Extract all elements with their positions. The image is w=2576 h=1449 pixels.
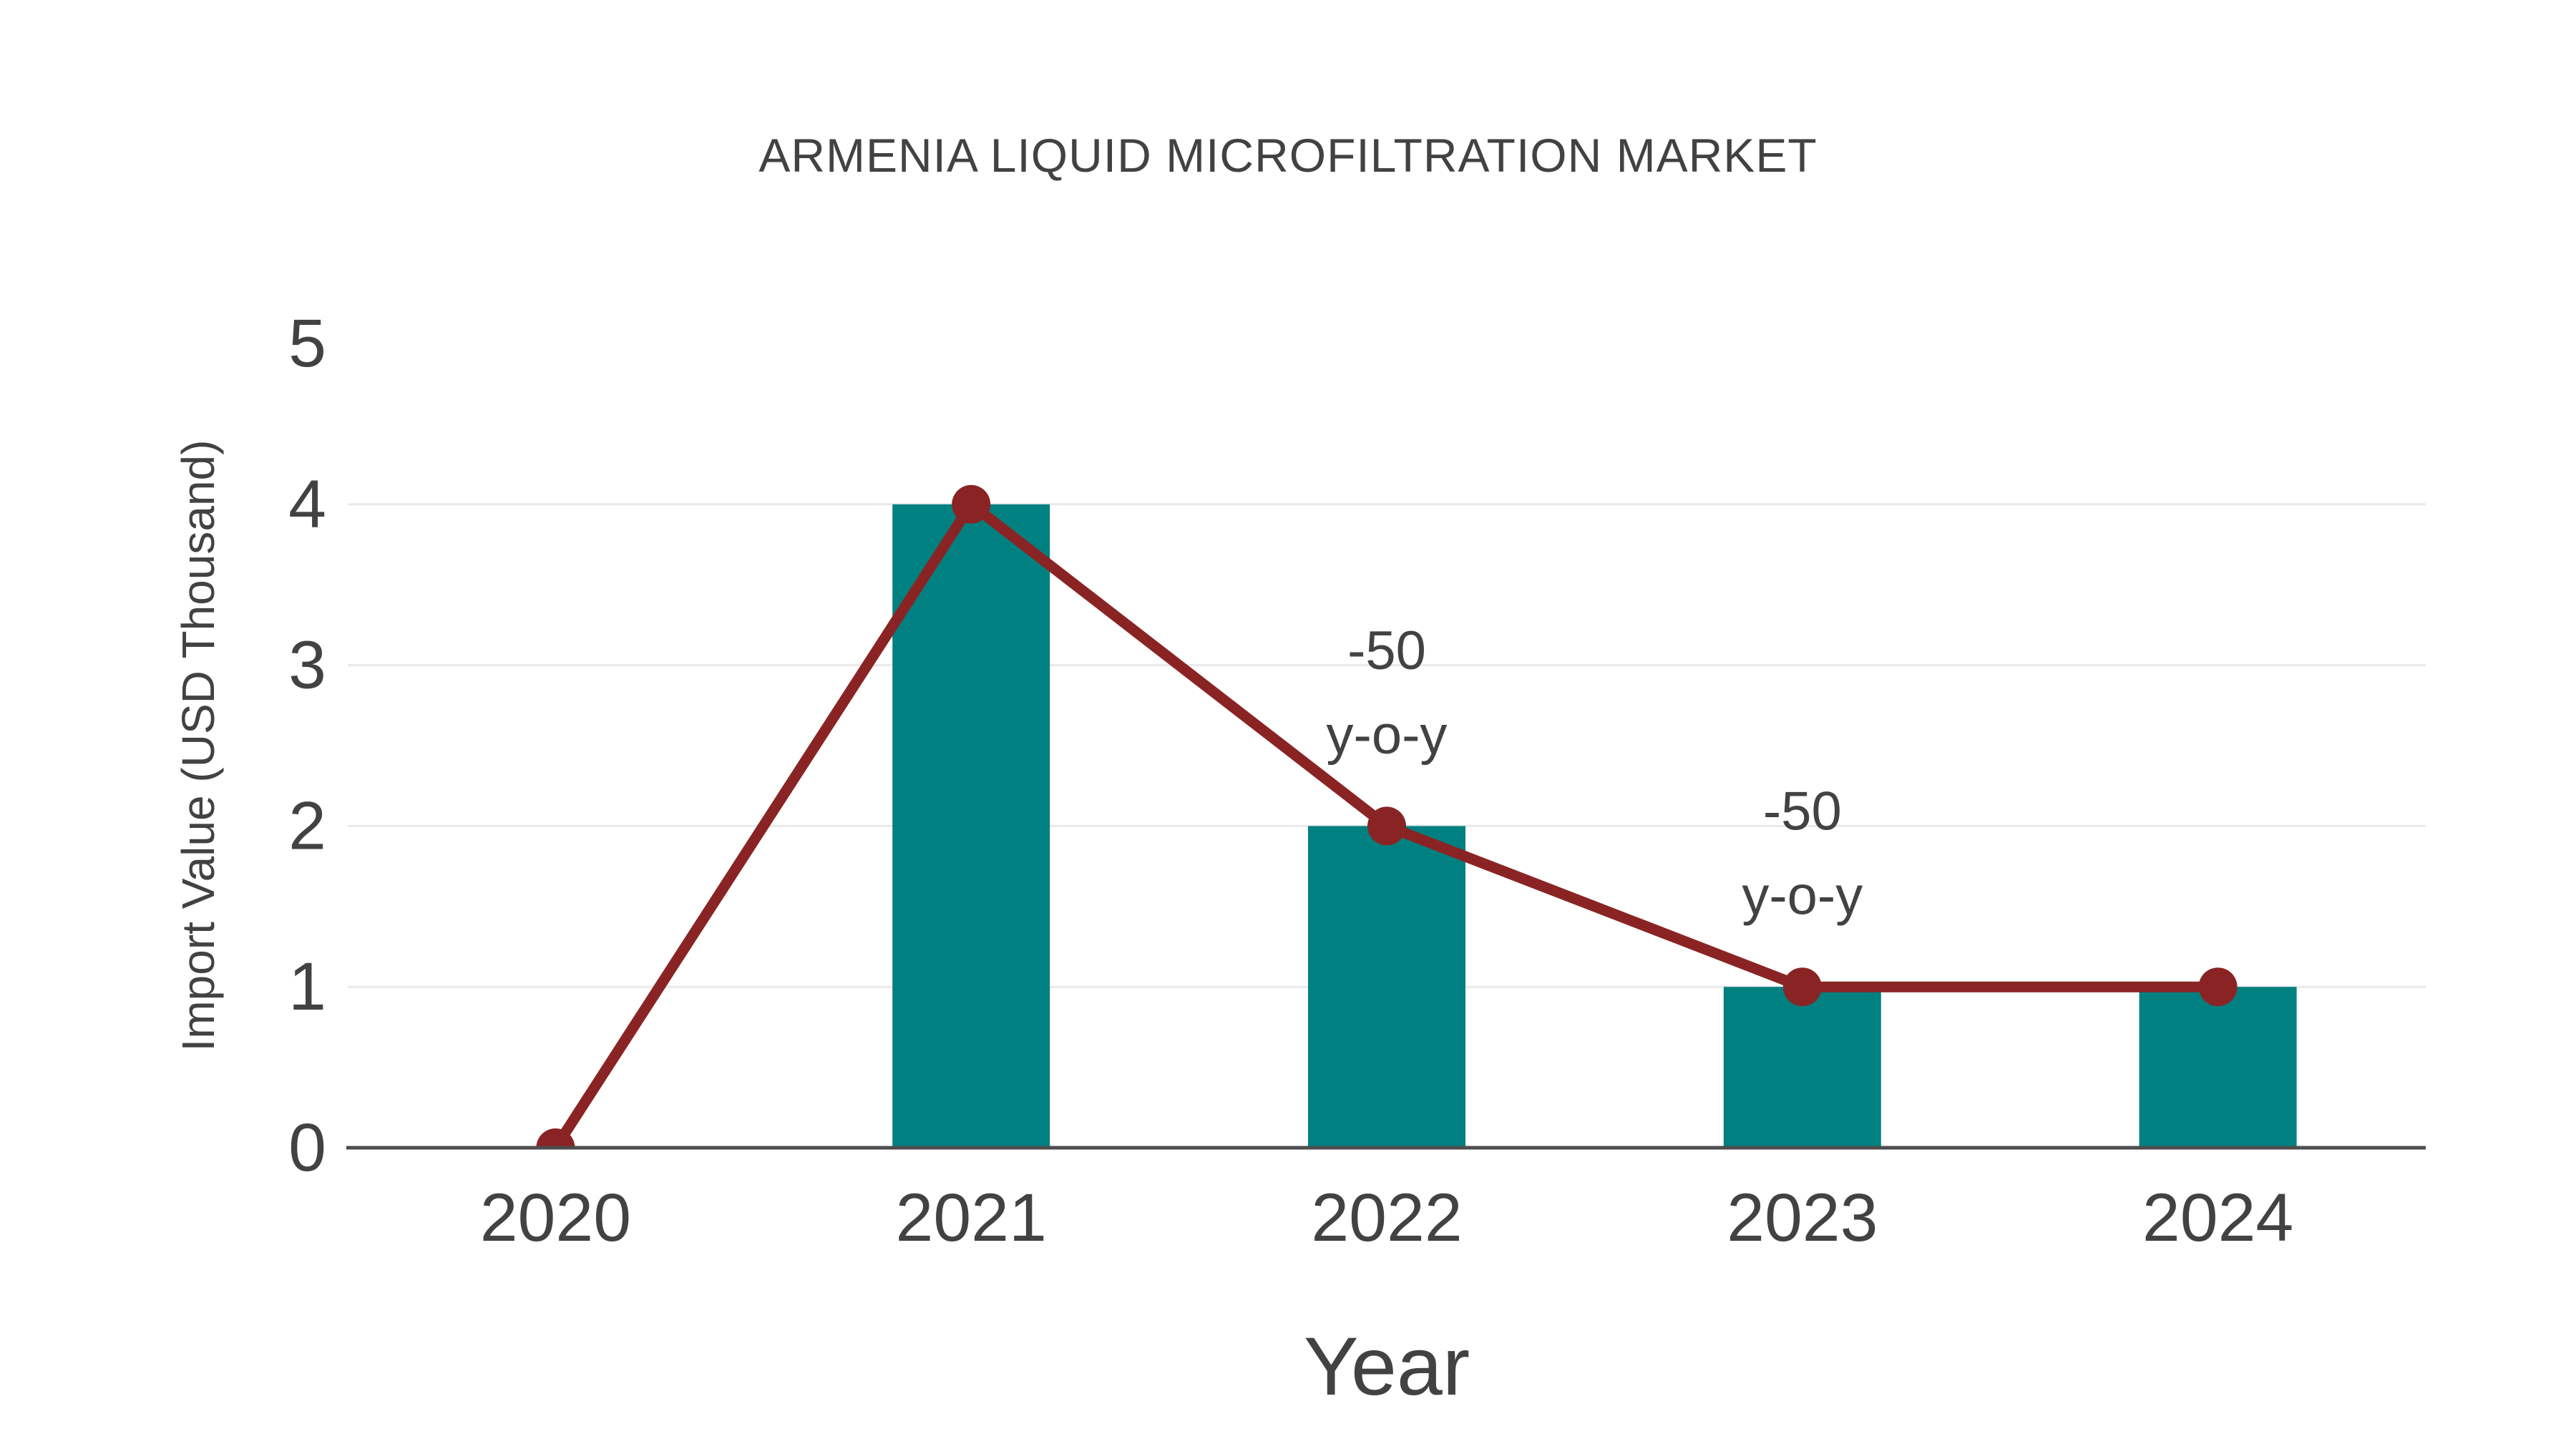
x-tick-label-2021: 2021	[896, 1180, 1047, 1256]
y-tick-label-1: 1	[288, 949, 326, 1025]
x-tick-label-2022: 2022	[1311, 1180, 1462, 1256]
data-point-marker-2024	[2198, 967, 2238, 1007]
y-tick-label-4: 4	[288, 467, 326, 542]
annotation-value-2022: -50	[1347, 620, 1426, 681]
x-tick-label-2020: 2020	[480, 1180, 631, 1256]
chart-title: ARMENIA LIQUID MICROFILTRATION MARKET	[758, 129, 1818, 182]
data-point-marker-2021	[952, 484, 991, 524]
annotation-value-2023: -50	[1763, 781, 1842, 842]
bar-2021	[892, 504, 1050, 1148]
x-axis-title: Year	[1303, 1321, 1470, 1413]
y-tick-label-2: 2	[288, 788, 326, 864]
x-tick-label-2023: 2023	[1727, 1180, 1878, 1256]
y-tick-label-0: 0	[288, 1110, 326, 1186]
annotation-caption-2023: y-o-y	[1742, 866, 1863, 927]
bar-2022	[1308, 826, 1465, 1148]
bar-2024	[2139, 987, 2297, 1148]
bar-2023	[1723, 987, 1881, 1148]
y-tick-label-3: 3	[288, 628, 326, 703]
y-tick-label-5: 5	[288, 306, 326, 381]
data-point-marker-2023	[1782, 967, 1822, 1007]
data-point-marker-2022	[1367, 806, 1406, 846]
x-tick-label-2024: 2024	[2142, 1180, 2293, 1256]
data-point-marker-2020	[536, 1128, 575, 1149]
trend-line-group	[536, 484, 2238, 1149]
annotation-caption-2022: y-o-y	[1327, 705, 1448, 766]
